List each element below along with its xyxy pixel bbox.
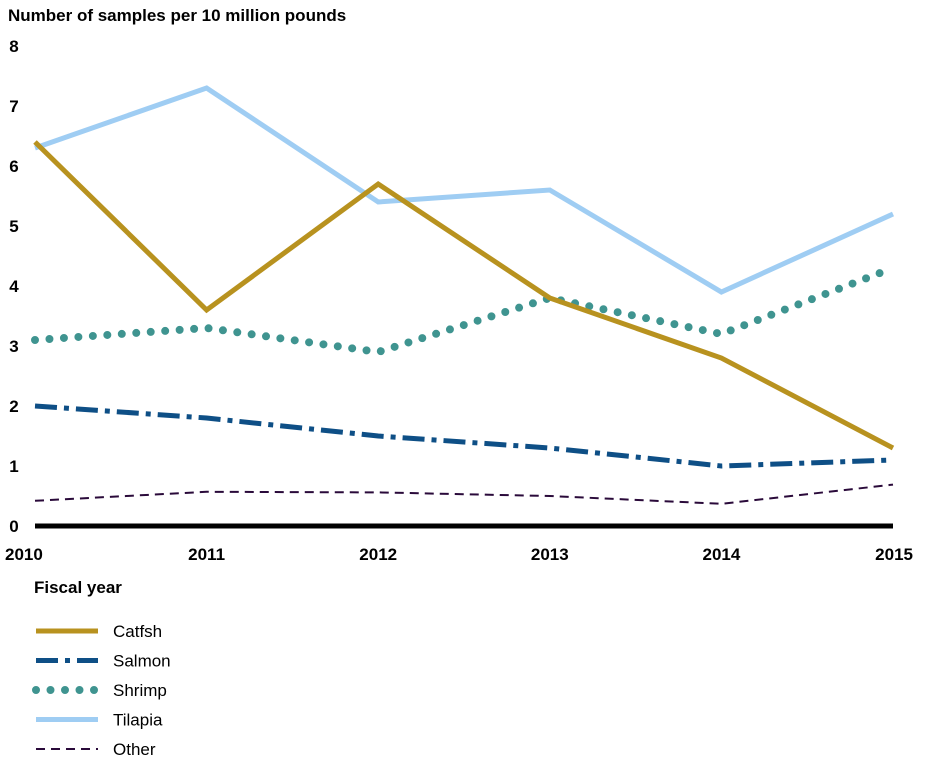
series-line-catfsh [33, 140, 895, 451]
legend-label-shrimp: Shrimp [113, 681, 167, 700]
x-tick-label-2012: 2012 [359, 545, 397, 564]
legend-label-other: Other [113, 740, 156, 759]
y-tick-label-4: 4 [9, 277, 19, 296]
x-tick-label-2011: 2011 [188, 545, 225, 564]
x-axis-ticks: 2010 2011 2012 2013 2014 2015 [5, 545, 913, 564]
x-tick-label-2013: 2013 [531, 545, 569, 564]
x-tick-label-2015: 2015 [875, 545, 913, 564]
series-line-other [34, 483, 894, 505]
legend-label-salmon: Salmon [113, 652, 171, 671]
x-tick-label-2014: 2014 [702, 545, 740, 564]
y-tick-label-6: 6 [9, 157, 18, 176]
y-tick-label-1: 1 [9, 457, 18, 476]
y-axis-title: Number of samples per 10 million pounds [8, 6, 346, 25]
y-tick-label-0: 0 [9, 517, 18, 536]
y-tick-label-5: 5 [9, 217, 18, 236]
series-line-salmon [34, 403, 894, 469]
x-axis-title: Fiscal year [34, 578, 122, 597]
series-line-shrimp [31, 264, 897, 357]
legend-label-catfsh: Catfsh [113, 622, 162, 641]
y-tick-label-3: 3 [9, 337, 18, 356]
series-line-tilapia [34, 85, 895, 295]
series-layer [31, 85, 897, 505]
y-axis-ticks: 0 1 2 3 4 5 6 7 8 [9, 37, 19, 536]
x-tick-label-2010: 2010 [5, 545, 43, 564]
legend: Catfsh Salmon Shrimp Tilapia Other [32, 622, 171, 759]
y-tick-label-2: 2 [9, 397, 18, 416]
legend-label-tilapia: Tilapia [113, 711, 163, 730]
y-tick-label-8: 8 [9, 37, 18, 56]
y-tick-label-7: 7 [9, 97, 18, 116]
